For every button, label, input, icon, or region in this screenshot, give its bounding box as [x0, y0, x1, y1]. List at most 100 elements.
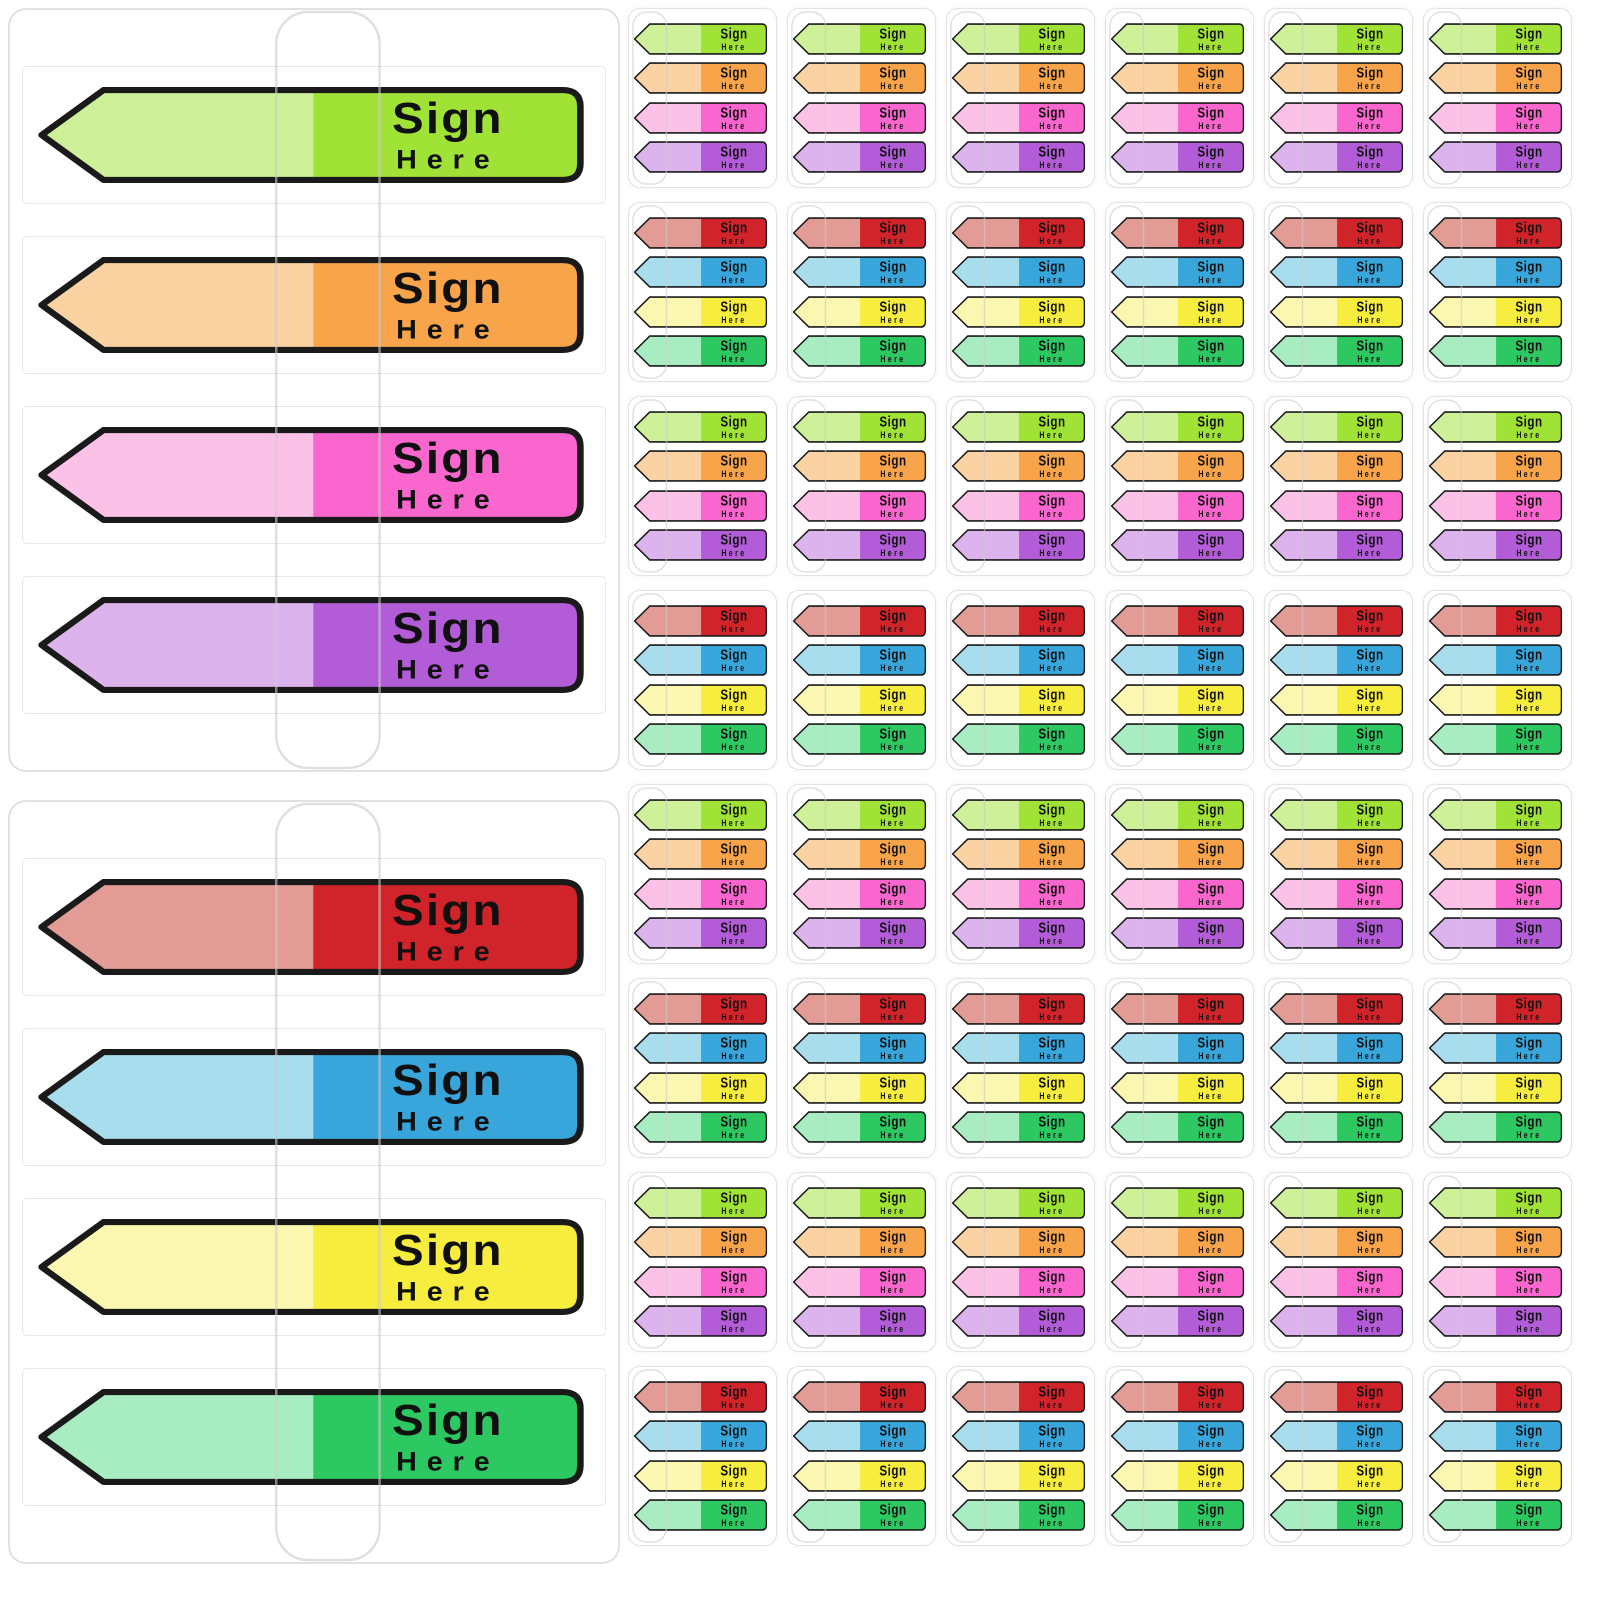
flag-outline — [1269, 101, 1404, 134]
flag-label-line1: Sign — [879, 1307, 906, 1324]
flag-head-purple — [1496, 529, 1562, 560]
flag-label-line1: Sign — [1356, 1228, 1383, 1245]
flag-head-yellow — [1496, 296, 1562, 327]
flag-label-line1: Sign — [1515, 413, 1542, 430]
flag-head-pink — [1496, 1266, 1562, 1297]
flag-label-line2: Here — [1516, 742, 1541, 752]
flag-head-purple — [860, 1305, 926, 1336]
small-dispenser-set-b: Sign Here Sign Here Sign Here Sign Here — [787, 1366, 936, 1546]
flag-head-red — [1019, 1382, 1085, 1413]
flag-label-line2: Here — [1516, 1440, 1541, 1450]
flag-outline — [633, 1420, 768, 1453]
flag-label-line1: Sign — [1197, 686, 1224, 703]
flag-label-line1: Sign — [392, 1396, 504, 1445]
flag-label-line1: Sign — [879, 880, 906, 897]
flag-label-line2: Here — [1039, 664, 1064, 674]
flag-outline — [633, 838, 768, 871]
flag-label-line1: Sign — [1038, 64, 1065, 81]
flag-head-red — [1496, 994, 1562, 1025]
flag-tail-orange — [41, 260, 314, 350]
flag-outline — [1428, 1226, 1563, 1259]
flag-outline — [1428, 1187, 1563, 1219]
flag-label-line2: Here — [1198, 82, 1223, 92]
flag-head-yellow — [1337, 684, 1403, 715]
flag-outline — [1269, 1381, 1404, 1413]
flag-head-purple — [1496, 141, 1562, 172]
flag-label-line1: Sign — [1515, 919, 1542, 936]
flag-label-line2: Here — [1357, 1324, 1382, 1334]
large-dispenser-set-a: Sign Here Sign Here Sign Here Sign Here — [8, 8, 620, 772]
flag-label-line2: Here — [1516, 1479, 1541, 1489]
flag-head-blue — [1178, 645, 1244, 676]
flag-outline — [633, 799, 768, 831]
flag-label-line2: Here — [880, 897, 905, 907]
flag-outline — [792, 411, 927, 443]
flag-outline — [633, 101, 768, 134]
flag-head-red — [1019, 606, 1085, 637]
flag-label-line1: Sign — [1515, 1307, 1542, 1324]
flag-outline — [1269, 1071, 1404, 1104]
flag-head-green — [1019, 1111, 1085, 1142]
flag-outline — [1269, 916, 1404, 949]
flag-outline — [1110, 1498, 1245, 1531]
flag-label-line1: Sign — [879, 1189, 906, 1206]
flag-label-line1: Sign — [879, 492, 906, 509]
small-dispenser-set-a: Sign Here Sign Here Sign Here Sign Here — [1105, 784, 1254, 964]
flag-outline — [951, 1265, 1086, 1298]
flag-label-line1: Sign — [1197, 104, 1224, 121]
flag-label-line2: Here — [1357, 237, 1382, 247]
flag-label-line2: Here — [1516, 1285, 1541, 1295]
flag-label-line2: Here — [880, 43, 905, 53]
flag-outline — [1428, 1420, 1563, 1453]
flag-label-line2: Here — [1516, 625, 1541, 635]
flag-head-blue — [1337, 1421, 1403, 1452]
flag-outline — [38, 597, 584, 693]
flag-label-line2: Here — [1516, 237, 1541, 247]
flag-head-pink — [1178, 878, 1244, 909]
flag-label-line2: Here — [1039, 121, 1064, 131]
flag-label-line1: Sign — [1038, 880, 1065, 897]
flag-head-purple — [701, 1305, 767, 1336]
flag-outline — [792, 1498, 927, 1531]
flag-outline — [1269, 799, 1404, 831]
flag-label-line2: Here — [1357, 1130, 1382, 1140]
flag-label-line1: Sign — [1515, 452, 1542, 469]
small-dispenser-set-a: Sign Here Sign Here Sign Here Sign Here — [1264, 396, 1413, 576]
flag-head-purple — [1019, 529, 1085, 560]
flag-outline — [792, 295, 927, 328]
flag-outline — [1110, 916, 1245, 949]
flag-slot-red: Sign Here — [22, 858, 606, 996]
flag-label-line1: Sign — [879, 298, 906, 315]
flag-outline — [633, 23, 768, 55]
flag-outline — [1428, 722, 1563, 755]
flag-head-orange — [1496, 63, 1562, 94]
flag-label-line2: Here — [1357, 1479, 1382, 1489]
flag-label-line1: Sign — [1038, 1074, 1065, 1091]
flag-head-blue — [1019, 645, 1085, 676]
flag-label-line2: Here — [1357, 742, 1382, 752]
flag-label-line1: Sign — [1356, 1422, 1383, 1439]
flag-label-line2: Here — [880, 354, 905, 364]
flag-outline — [951, 295, 1086, 328]
flag-label-line2: Here — [880, 1440, 905, 1450]
